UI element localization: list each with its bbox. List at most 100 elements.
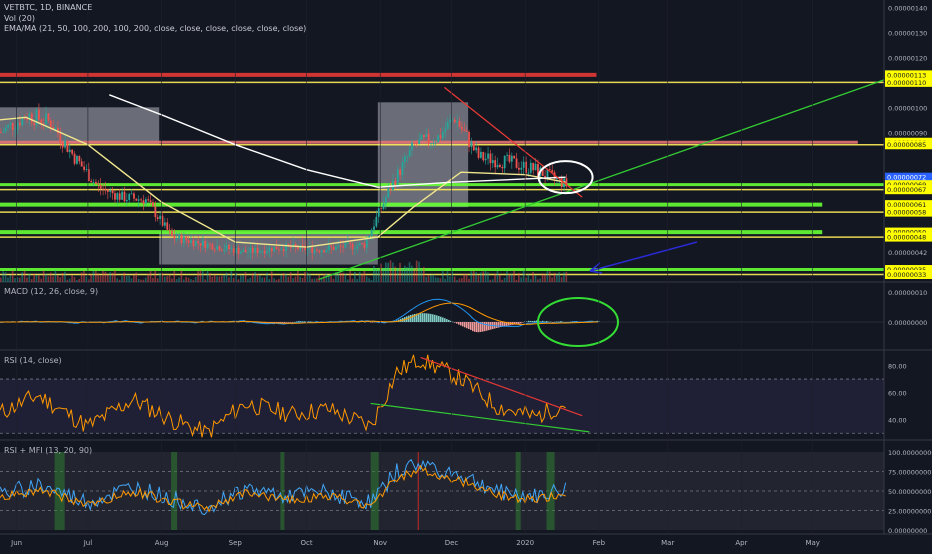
- candle[interactable]: [225, 240, 228, 253]
- candle[interactable]: [159, 211, 162, 225]
- candle[interactable]: [529, 159, 532, 176]
- price-level-label[interactable]: 0.00000033: [887, 271, 926, 279]
- candle[interactable]: [408, 146, 411, 158]
- candle[interactable]: [54, 124, 57, 131]
- candle[interactable]: [38, 103, 40, 124]
- candle[interactable]: [83, 160, 85, 173]
- candle[interactable]: [125, 193, 128, 206]
- candle[interactable]: [259, 246, 261, 254]
- candle[interactable]: [102, 183, 104, 196]
- candle[interactable]: [354, 242, 356, 256]
- candle[interactable]: [520, 161, 523, 176]
- candle[interactable]: [68, 143, 71, 159]
- candle[interactable]: [439, 128, 442, 142]
- candle[interactable]: [318, 249, 321, 255]
- candle[interactable]: [90, 178, 93, 183]
- candle[interactable]: [361, 243, 364, 245]
- price-pane[interactable]: [0, 72, 932, 441]
- candle[interactable]: [522, 156, 525, 175]
- candle[interactable]: [92, 179, 95, 187]
- candle[interactable]: [306, 246, 309, 257]
- candle[interactable]: [244, 245, 247, 253]
- candle[interactable]: [213, 247, 216, 254]
- candle[interactable]: [294, 241, 297, 253]
- candle[interactable]: [437, 134, 440, 143]
- candle[interactable]: [190, 235, 192, 247]
- candle[interactable]: [261, 250, 264, 256]
- candle[interactable]: [111, 186, 114, 200]
- price-level-label[interactable]: 0.00000058: [887, 209, 926, 217]
- candle[interactable]: [458, 116, 461, 129]
- candle[interactable]: [161, 211, 164, 227]
- candle[interactable]: [442, 126, 444, 141]
- price-level-label[interactable]: 0.00000048: [887, 234, 926, 242]
- candle[interactable]: [544, 169, 546, 184]
- rising-trendline[interactable]: [318, 79, 885, 281]
- macd-pane[interactable]: [0, 297, 884, 347]
- candle[interactable]: [78, 155, 81, 165]
- candle[interactable]: [87, 162, 90, 182]
- candle[interactable]: [123, 186, 126, 203]
- candle[interactable]: [420, 133, 423, 141]
- candle[interactable]: [28, 110, 31, 126]
- candle[interactable]: [149, 193, 152, 205]
- candle[interactable]: [430, 142, 432, 150]
- candle[interactable]: [282, 244, 285, 257]
- price-level-label[interactable]: 0.00000085: [887, 141, 926, 149]
- price-level-label[interactable]: 0.00000067: [887, 186, 926, 194]
- symbol-title[interactable]: VETBTC, 1D, BINANCE: [4, 3, 93, 12]
- candle[interactable]: [109, 187, 112, 198]
- candle[interactable]: [178, 232, 181, 241]
- blue-arrow-line[interactable]: [589, 241, 698, 272]
- rsi-line[interactable]: [0, 354, 566, 438]
- macd-indicator-label[interactable]: MACD (12, 26, close, 9): [4, 287, 99, 296]
- candle[interactable]: [337, 239, 340, 250]
- candle[interactable]: [301, 237, 304, 252]
- candle[interactable]: [242, 247, 245, 253]
- candle[interactable]: [49, 117, 52, 133]
- candle[interactable]: [330, 244, 333, 254]
- candle[interactable]: [332, 243, 335, 251]
- candle[interactable]: [14, 126, 17, 138]
- candle[interactable]: [444, 121, 447, 139]
- macd-signal-line[interactable]: [0, 302, 599, 325]
- candle[interactable]: [71, 149, 74, 156]
- candle[interactable]: [499, 163, 501, 169]
- candle[interactable]: [230, 245, 233, 253]
- candle[interactable]: [73, 151, 76, 166]
- candle[interactable]: [130, 189, 133, 195]
- candle[interactable]: [97, 180, 100, 192]
- range-box-0[interactable]: [0, 107, 160, 145]
- candle[interactable]: [211, 242, 214, 251]
- candle[interactable]: [166, 218, 169, 231]
- candle[interactable]: [7, 124, 9, 132]
- candle[interactable]: [171, 227, 173, 237]
- price-level-label[interactable]: 0.00000113: [887, 71, 926, 79]
- candle[interactable]: [116, 192, 119, 205]
- candle[interactable]: [327, 238, 330, 253]
- price-level-label[interactable]: 0.00000072: [887, 174, 926, 182]
- candle[interactable]: [173, 229, 176, 245]
- candle[interactable]: [95, 178, 97, 185]
- candle[interactable]: [204, 238, 207, 253]
- volume-indicator-label[interactable]: Vol (20): [4, 13, 35, 23]
- candle[interactable]: [515, 152, 518, 169]
- candle[interactable]: [197, 236, 200, 251]
- candle[interactable]: [418, 132, 421, 145]
- candle[interactable]: [482, 151, 485, 163]
- candle[interactable]: [266, 244, 268, 256]
- candle[interactable]: [285, 241, 287, 258]
- candle[interactable]: [432, 138, 435, 149]
- candle[interactable]: [465, 126, 468, 133]
- candle[interactable]: [237, 244, 240, 260]
- candle[interactable]: [382, 196, 385, 211]
- candle[interactable]: [278, 245, 280, 255]
- candle[interactable]: [228, 243, 230, 255]
- candle[interactable]: [491, 153, 494, 169]
- price-axis[interactable]: 0.00000140 0.00000130 0.00000120 0.00000100…: [883, 0, 932, 535]
- candle[interactable]: [508, 148, 511, 164]
- candle[interactable]: [99, 177, 102, 196]
- candle[interactable]: [247, 247, 249, 259]
